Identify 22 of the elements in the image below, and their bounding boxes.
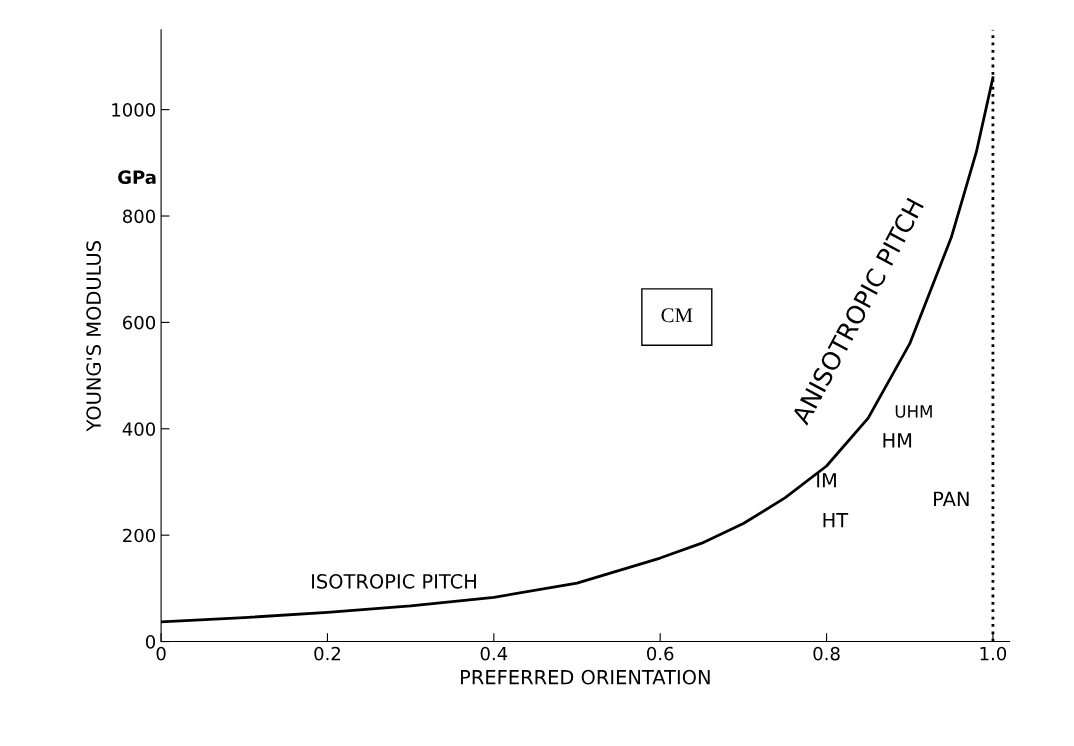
annotation: HT	[823, 513, 849, 528]
x-tick-label: 1.0	[980, 646, 1007, 661]
y-tick-label: 400	[122, 422, 156, 436]
x-axis-title: PREFERRED ORIENTATION	[461, 669, 710, 685]
annotation: ISOTROPIC PITCH	[312, 573, 476, 589]
text: GPa	[118, 170, 156, 185]
y-tick-label: 600	[123, 315, 156, 330]
annotation: IM	[817, 473, 836, 488]
annotation: PAN	[934, 491, 969, 506]
x-tick-label: 0.2	[314, 646, 341, 661]
x-tick-label: 0.6	[647, 646, 674, 661]
y-tick-label: 1000	[112, 103, 156, 117]
annotation: HM	[883, 433, 912, 448]
y-tick-label: 0	[145, 635, 156, 649]
annotation: UHM	[895, 405, 932, 418]
x-tick-label: 0.8	[813, 646, 840, 661]
annotation: CM	[661, 308, 693, 323]
y-tick-label: 800	[123, 209, 156, 224]
y-tick-label: 200	[123, 528, 156, 543]
y-axis-title: YOUNG'S MODULUS	[86, 241, 101, 432]
x-tick-label: 0.4	[480, 646, 508, 661]
x-tick-label: 0	[156, 646, 166, 661]
